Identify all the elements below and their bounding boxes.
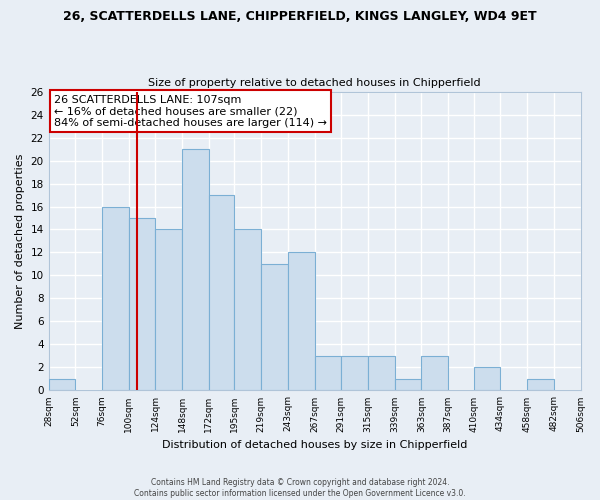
Bar bbox=[368, 356, 395, 390]
Bar bbox=[527, 379, 554, 390]
Bar bbox=[155, 230, 182, 390]
X-axis label: Distribution of detached houses by size in Chipperfield: Distribution of detached houses by size … bbox=[162, 440, 467, 450]
Bar bbox=[182, 149, 209, 390]
Bar bbox=[49, 379, 76, 390]
Bar bbox=[421, 356, 448, 390]
Bar bbox=[261, 264, 288, 390]
Bar bbox=[235, 230, 261, 390]
Bar bbox=[209, 195, 235, 390]
Y-axis label: Number of detached properties: Number of detached properties bbox=[15, 154, 25, 328]
Bar bbox=[341, 356, 368, 390]
Bar bbox=[314, 356, 341, 390]
Text: 26, SCATTERDELLS LANE, CHIPPERFIELD, KINGS LANGLEY, WD4 9ET: 26, SCATTERDELLS LANE, CHIPPERFIELD, KIN… bbox=[63, 10, 537, 23]
Bar bbox=[395, 379, 421, 390]
Bar bbox=[129, 218, 155, 390]
Bar bbox=[288, 252, 314, 390]
Title: Size of property relative to detached houses in Chipperfield: Size of property relative to detached ho… bbox=[148, 78, 481, 88]
Bar bbox=[102, 206, 129, 390]
Text: 26 SCATTERDELLS LANE: 107sqm
← 16% of detached houses are smaller (22)
84% of se: 26 SCATTERDELLS LANE: 107sqm ← 16% of de… bbox=[54, 94, 327, 128]
Bar bbox=[473, 368, 500, 390]
Text: Contains HM Land Registry data © Crown copyright and database right 2024.
Contai: Contains HM Land Registry data © Crown c… bbox=[134, 478, 466, 498]
